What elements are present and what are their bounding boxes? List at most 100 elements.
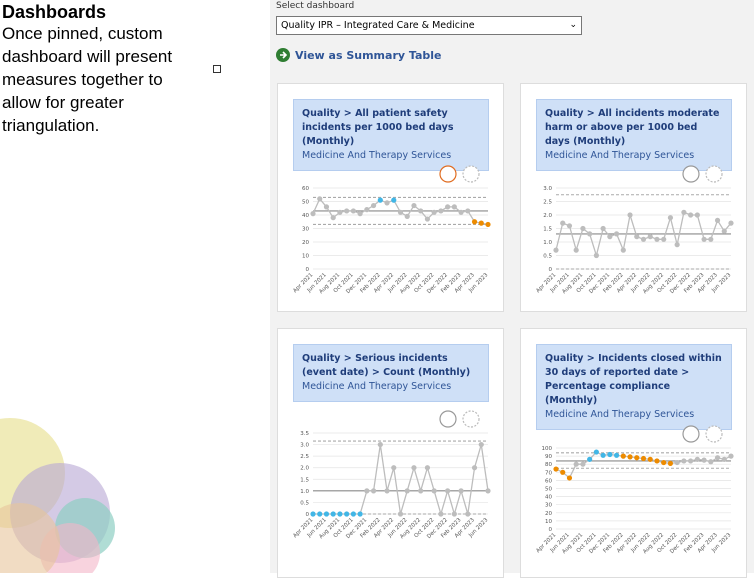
data-point xyxy=(323,511,330,517)
y-tick-label: 2.0 xyxy=(300,466,309,472)
data-point xyxy=(438,511,444,517)
spc-icon xyxy=(462,410,480,428)
data-point xyxy=(330,215,336,221)
y-tick-label: 10 xyxy=(545,519,552,525)
dashboard-select[interactable]: Quality IPR – Integrated Care & Medicine… xyxy=(276,16,582,35)
y-tick-label: 40 xyxy=(302,213,309,219)
y-tick-label: 3.0 xyxy=(543,186,552,192)
data-point xyxy=(465,511,471,517)
card-subtitle: Medicine And Therapy Services xyxy=(302,381,452,392)
data-point xyxy=(344,511,350,517)
data-point xyxy=(708,459,714,465)
data-point xyxy=(478,220,484,226)
data-point xyxy=(587,456,593,462)
data-point xyxy=(465,208,471,214)
summary-link[interactable]: View as Summary Table xyxy=(276,48,441,62)
data-point xyxy=(344,208,350,214)
y-tick-label: 0 xyxy=(549,527,553,533)
data-point xyxy=(593,449,599,455)
y-tick-label: 0 xyxy=(306,267,310,273)
card-title-box: Quality > Incidents closed within 30 day… xyxy=(536,344,732,430)
y-tick-label: 1.0 xyxy=(543,240,552,246)
card-title-box: Quality > All incidents moderate harm or… xyxy=(536,99,732,171)
y-tick-label: 0 xyxy=(306,512,310,518)
data-point xyxy=(714,455,721,461)
data-point xyxy=(310,211,316,217)
data-point xyxy=(694,456,700,462)
chart-card: Quality > All incidents moderate harm or… xyxy=(520,83,747,312)
y-tick-label: 0 xyxy=(549,267,553,273)
dropdown-arrow: ⌄ xyxy=(569,20,577,30)
data-point xyxy=(721,456,727,462)
y-tick-label: 20 xyxy=(302,240,309,246)
data-point xyxy=(701,457,707,463)
card-subtitle: Medicine And Therapy Services xyxy=(545,409,695,420)
slide-text: Dashboards Once pinned, custom dashboard… xyxy=(2,2,217,137)
y-tick-label: 30 xyxy=(302,227,309,233)
data-point xyxy=(587,231,593,237)
data-point xyxy=(627,212,633,218)
data-point xyxy=(377,197,383,203)
data-point xyxy=(404,488,410,494)
data-point xyxy=(357,511,363,517)
data-point xyxy=(634,234,640,240)
data-point xyxy=(728,453,734,459)
card-subtitle: Medicine And Therapy Services xyxy=(545,150,695,161)
data-point xyxy=(580,461,586,467)
y-tick-label: 40 xyxy=(545,495,552,501)
chart-card: Quality > Serious incidents (event date)… xyxy=(277,328,504,578)
decoration xyxy=(0,418,115,573)
y-tick-label: 2.5 xyxy=(300,454,309,460)
data-point xyxy=(607,451,613,458)
data-point xyxy=(485,221,491,228)
data-point xyxy=(681,209,687,215)
data-point xyxy=(364,488,370,494)
data-point xyxy=(674,459,680,466)
y-tick-label: 3.0 xyxy=(300,443,309,449)
data-point xyxy=(404,213,410,219)
data-point xyxy=(330,511,336,517)
data-point xyxy=(370,488,377,494)
data-point xyxy=(424,216,431,222)
card-subtitle: Medicine And Therapy Services xyxy=(302,150,452,161)
card-title-box: Quality > All patient safety incidents p… xyxy=(293,99,489,171)
data-point xyxy=(553,466,559,472)
data-point xyxy=(431,488,437,494)
card-title: Quality > Incidents closed within 30 day… xyxy=(545,353,722,406)
data-point xyxy=(317,196,323,202)
y-tick-label: 1.0 xyxy=(300,489,309,495)
data-point xyxy=(364,207,370,213)
spc-icon xyxy=(682,425,700,443)
card-title: Quality > All incidents moderate harm or… xyxy=(545,108,720,147)
data-point xyxy=(694,212,700,218)
data-point xyxy=(418,488,424,494)
data-point xyxy=(566,223,573,229)
data-point xyxy=(674,242,680,248)
data-point xyxy=(350,208,356,214)
data-point xyxy=(566,475,573,481)
y-tick-label: 70 xyxy=(545,470,552,476)
data-point xyxy=(451,511,457,517)
data-point xyxy=(640,236,647,242)
y-tick-label: 0.5 xyxy=(300,500,309,506)
data-point xyxy=(357,211,363,217)
data-point xyxy=(317,511,323,517)
data-point xyxy=(560,469,566,475)
data-point xyxy=(708,236,714,242)
data-point xyxy=(647,234,653,240)
y-tick-label: 20 xyxy=(545,511,552,517)
chart-card: Quality > All patient safety incidents p… xyxy=(277,83,504,312)
y-tick-label: 30 xyxy=(545,503,552,509)
data-point xyxy=(391,197,397,203)
data-point xyxy=(607,234,613,240)
y-tick-label: 80 xyxy=(545,462,552,468)
data-point xyxy=(600,452,606,458)
data-point xyxy=(647,456,653,462)
data-point xyxy=(553,247,559,253)
data-point xyxy=(714,217,721,223)
chart-card: Quality > Incidents closed within 30 day… xyxy=(520,328,747,578)
data-point xyxy=(620,453,626,459)
